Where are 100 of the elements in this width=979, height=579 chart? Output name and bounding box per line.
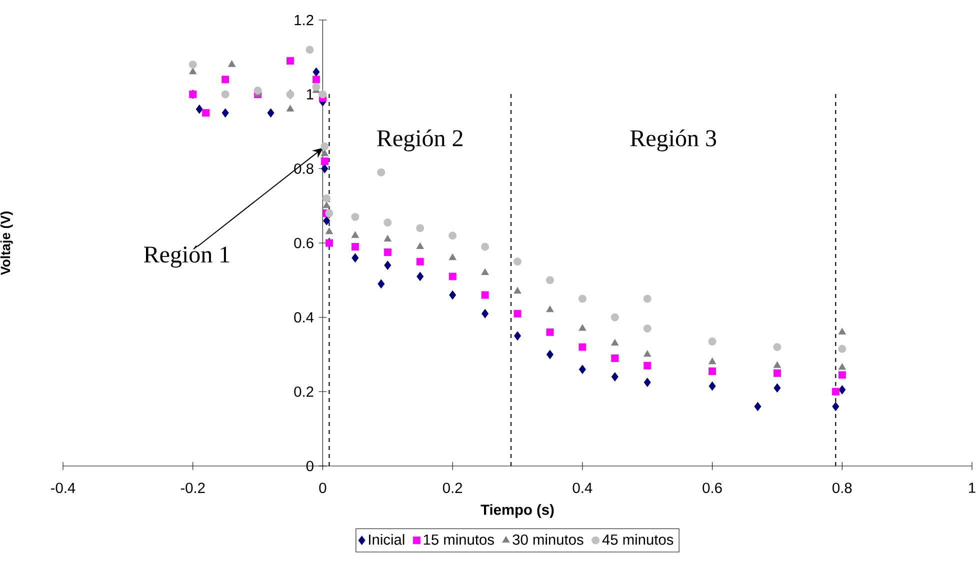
y-tick-label: 0.6: [294, 238, 314, 248]
point: [384, 218, 392, 227]
point: [384, 235, 392, 242]
point: [448, 232, 457, 240]
point: [228, 60, 236, 67]
point: [578, 364, 586, 374]
point: [643, 294, 652, 303]
point: [323, 216, 330, 226]
point: [202, 109, 210, 117]
point: [325, 209, 334, 218]
y-axis-title: Voltaje (V): [0, 212, 13, 276]
annotation: Región 2: [377, 129, 462, 152]
point: [832, 388, 840, 396]
point: [708, 358, 716, 364]
y-tick-label: 0: [306, 460, 314, 472]
point: [643, 324, 652, 332]
point: [322, 194, 331, 202]
point: [546, 306, 554, 312]
point: [286, 57, 294, 65]
point: [306, 46, 314, 54]
x-tick-label: 0.2: [442, 482, 462, 494]
point: [351, 212, 360, 221]
point: [416, 258, 424, 266]
x-tick-label: 0: [319, 482, 326, 494]
point: [416, 224, 424, 232]
point: [196, 104, 203, 114]
x-tick-label: 0.8: [832, 482, 852, 494]
point: [448, 254, 456, 260]
point: [312, 76, 320, 84]
x-tick-label: 0.6: [702, 482, 722, 494]
point: [578, 343, 586, 351]
x-tick-label: -0.2: [180, 482, 205, 494]
point: [416, 272, 424, 281]
point: [325, 228, 333, 234]
point: [222, 76, 230, 84]
point: [384, 248, 392, 256]
y-tick-label: 0.4: [294, 312, 314, 323]
annotation: Región 1: [144, 246, 230, 268]
x-tick-label: 0.4: [572, 482, 592, 494]
point: [378, 279, 385, 288]
point: [482, 309, 489, 318]
point: [351, 242, 359, 250]
point: [708, 367, 716, 375]
point: [773, 361, 781, 368]
point: [377, 168, 386, 176]
point: [320, 150, 328, 156]
y-tick-label: 0.2: [294, 386, 314, 397]
point: [351, 231, 359, 238]
point: [312, 67, 320, 77]
point: [578, 324, 586, 331]
point: [322, 202, 330, 208]
point: [773, 369, 781, 377]
point: [514, 287, 522, 294]
point: [611, 372, 618, 382]
point: [832, 402, 840, 412]
point: [774, 383, 781, 392]
x-axis-title: Tiempo (s): [480, 504, 554, 518]
point: [514, 258, 522, 266]
point: [448, 272, 456, 280]
point: [546, 276, 554, 284]
annotation: Región 3: [630, 129, 716, 152]
legend-label: 30 minutos: [512, 534, 584, 545]
point: [384, 260, 392, 270]
point: [546, 350, 554, 360]
point: [189, 68, 197, 74]
point: [481, 268, 489, 276]
point: [320, 157, 328, 165]
x-tick-label: -0.4: [51, 482, 76, 494]
point: [481, 242, 490, 251]
point: [267, 108, 274, 118]
point: [321, 164, 328, 174]
point: [449, 290, 456, 300]
point: [320, 142, 329, 150]
point: [481, 291, 489, 299]
point: [754, 402, 762, 412]
point: [644, 378, 651, 387]
point: [838, 385, 846, 394]
point: [254, 86, 262, 95]
point: [352, 253, 359, 262]
legend-label: 45 minutos: [602, 534, 674, 545]
point: [838, 328, 846, 334]
point: [611, 354, 619, 362]
point: [610, 313, 619, 322]
point: [838, 363, 846, 370]
y-tick-label: 1.2: [294, 14, 314, 26]
legend-label: Inicial: [369, 534, 404, 545]
point: [578, 294, 586, 303]
point: [188, 60, 197, 69]
point: [221, 90, 230, 98]
y-tick-label: 1: [306, 89, 314, 100]
point: [222, 108, 229, 118]
point: [546, 328, 554, 336]
point: [286, 104, 294, 112]
point: [708, 382, 716, 391]
x-tick-label: 1: [969, 482, 976, 493]
point: [708, 337, 716, 346]
point: [611, 339, 619, 346]
point: [838, 371, 846, 379]
legend-label: 15 minutos: [424, 534, 494, 545]
point: [514, 331, 521, 340]
